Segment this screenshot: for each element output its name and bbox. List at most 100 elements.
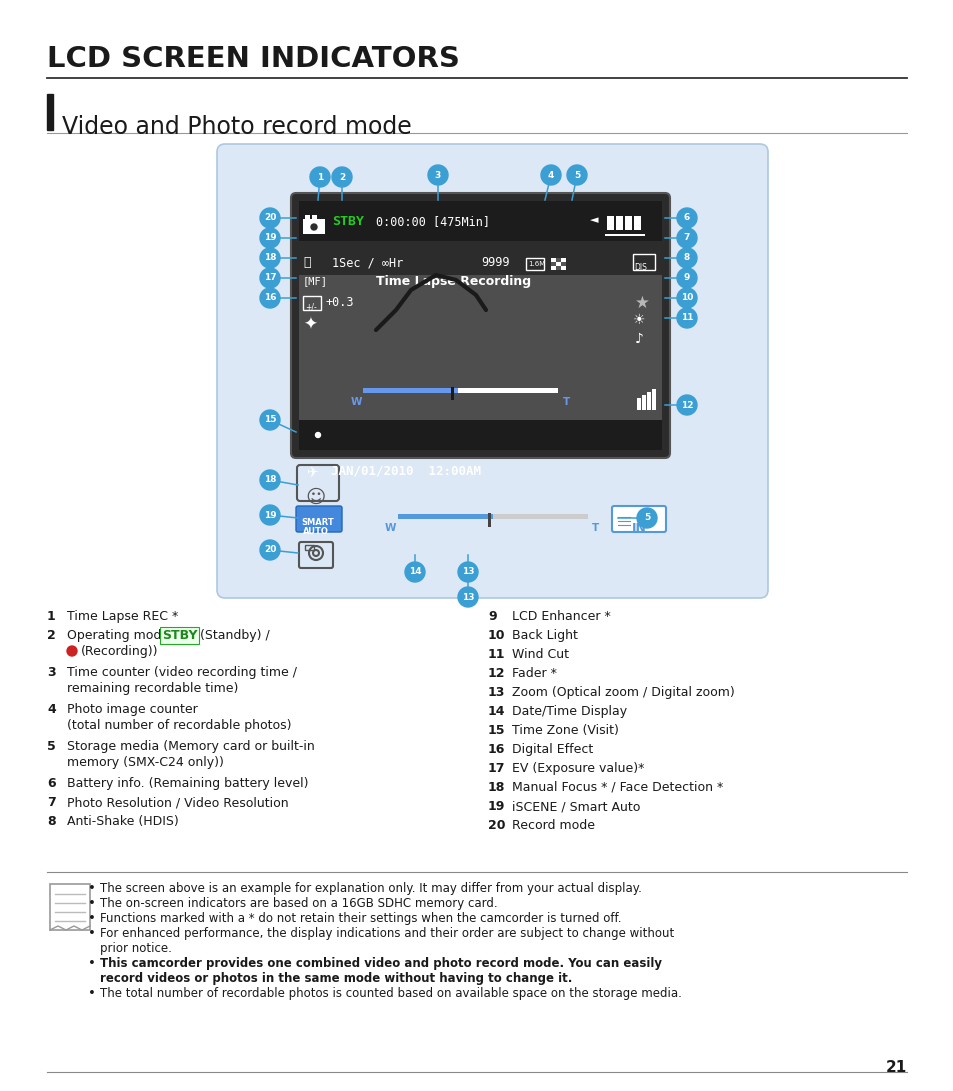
Bar: [303, 219, 325, 233]
Circle shape: [260, 268, 280, 288]
Circle shape: [677, 208, 697, 228]
Text: 10: 10: [488, 630, 505, 642]
Bar: [488, 513, 491, 527]
Text: 12: 12: [488, 667, 505, 680]
Bar: [560, 266, 565, 269]
Bar: [50, 884, 90, 930]
Text: iSCENE / Smart Auto: iSCENE / Smart Auto: [512, 800, 639, 813]
Circle shape: [677, 248, 697, 268]
Text: (Standby) /: (Standby) /: [195, 630, 270, 642]
Text: ✦: ✦: [303, 316, 316, 334]
Text: EV (Exposure value)*: EV (Exposure value)*: [512, 762, 643, 775]
Text: 4: 4: [47, 703, 55, 716]
Text: •: •: [88, 897, 95, 910]
Text: •: •: [88, 927, 95, 940]
Text: 6: 6: [683, 214, 689, 223]
Text: ¶: ¶: [633, 256, 642, 271]
Text: •: •: [88, 912, 95, 925]
Text: 6: 6: [47, 777, 55, 790]
Text: Photo Resolution / Video Resolution: Photo Resolution / Video Resolution: [67, 796, 289, 810]
Text: T: T: [592, 523, 598, 533]
Text: 20: 20: [264, 214, 276, 223]
Bar: [606, 216, 614, 230]
Circle shape: [308, 221, 319, 233]
Bar: [633, 254, 655, 269]
Text: The total number of recordable photos is counted based on available space on the: The total number of recordable photos is…: [100, 987, 681, 1000]
Bar: [637, 398, 640, 410]
Circle shape: [677, 308, 697, 328]
Bar: [646, 392, 650, 410]
Text: 0:00:00 [475Min]: 0:00:00 [475Min]: [375, 215, 490, 228]
Text: W: W: [351, 397, 362, 407]
Text: 1.6M: 1.6M: [527, 261, 545, 267]
Bar: [451, 387, 454, 400]
Circle shape: [260, 208, 280, 228]
Text: Record mode: Record mode: [512, 819, 595, 832]
Text: 13: 13: [488, 686, 505, 699]
Text: •: •: [88, 957, 95, 970]
Text: Wind Cut: Wind Cut: [512, 648, 568, 661]
Circle shape: [260, 470, 280, 490]
Circle shape: [428, 165, 448, 185]
Text: Date/Time Display: Date/Time Display: [512, 705, 626, 718]
Text: Photo image counter: Photo image counter: [67, 703, 197, 716]
Bar: [397, 514, 493, 519]
Text: Time Lapse Recording: Time Lapse Recording: [375, 275, 531, 288]
Text: 18: 18: [263, 253, 276, 263]
Text: 8: 8: [683, 253, 689, 263]
Text: •: •: [88, 882, 95, 895]
Text: 19: 19: [263, 511, 276, 519]
Text: 16: 16: [263, 293, 276, 302]
Circle shape: [260, 505, 280, 525]
Circle shape: [260, 288, 280, 308]
Text: ♪: ♪: [635, 332, 643, 346]
Text: 18: 18: [488, 781, 505, 794]
Text: 5: 5: [574, 170, 579, 180]
Circle shape: [405, 562, 424, 582]
Text: 1: 1: [47, 610, 55, 623]
Text: ◄: ◄: [589, 215, 598, 225]
Text: The on-screen indicators are based on a 16GB SDHC memory card.: The on-screen indicators are based on a …: [100, 897, 497, 910]
Text: 20: 20: [488, 819, 505, 832]
Text: For enhanced performance, the display indications and their order are subject to: For enhanced performance, the display in…: [100, 927, 674, 940]
Text: record videos or photos in the same mode without having to change it.: record videos or photos in the same mode…: [100, 972, 572, 985]
Bar: [641, 395, 645, 410]
Text: 11: 11: [488, 648, 505, 661]
Text: remaining recordable time): remaining recordable time): [67, 682, 238, 695]
Bar: [556, 257, 560, 262]
Text: 3: 3: [47, 666, 55, 679]
Text: Anti-Shake (HDIS): Anti-Shake (HDIS): [67, 815, 178, 828]
Bar: [303, 296, 320, 310]
Text: 19: 19: [488, 800, 505, 813]
Text: This camcorder provides one combined video and photo record mode. You can easily: This camcorder provides one combined vid…: [100, 957, 661, 970]
Circle shape: [677, 228, 697, 248]
Text: 16: 16: [488, 743, 505, 756]
Text: 13: 13: [461, 592, 474, 601]
Text: Video and Photo record mode: Video and Photo record mode: [62, 115, 412, 139]
Text: Storage media (Memory card or built-in: Storage media (Memory card or built-in: [67, 740, 314, 753]
Text: 5: 5: [643, 514, 649, 523]
Text: 17: 17: [263, 274, 276, 283]
Text: (total number of recordable photos): (total number of recordable photos): [67, 719, 292, 732]
Circle shape: [637, 508, 657, 528]
Text: 1: 1: [316, 172, 323, 181]
Text: 17: 17: [488, 762, 505, 775]
Bar: [298, 420, 661, 449]
Circle shape: [566, 165, 586, 185]
Text: 4: 4: [547, 170, 554, 180]
Text: 14: 14: [488, 705, 505, 718]
Text: 14: 14: [408, 567, 421, 576]
Circle shape: [457, 562, 477, 582]
Bar: [305, 215, 310, 220]
Text: SMART: SMART: [301, 518, 334, 527]
Text: 12: 12: [680, 400, 693, 409]
Circle shape: [310, 167, 330, 187]
Text: 18: 18: [263, 476, 276, 484]
Text: 19: 19: [263, 233, 276, 242]
Bar: [556, 262, 560, 266]
Text: memory (SMX-C24 only)): memory (SMX-C24 only)): [67, 756, 224, 769]
Text: Operating mode (: Operating mode (: [67, 630, 178, 642]
Circle shape: [260, 540, 280, 560]
Text: (Recording)): (Recording)): [81, 645, 158, 658]
Text: JAN/01/2010  12:00AM: JAN/01/2010 12:00AM: [331, 465, 480, 478]
